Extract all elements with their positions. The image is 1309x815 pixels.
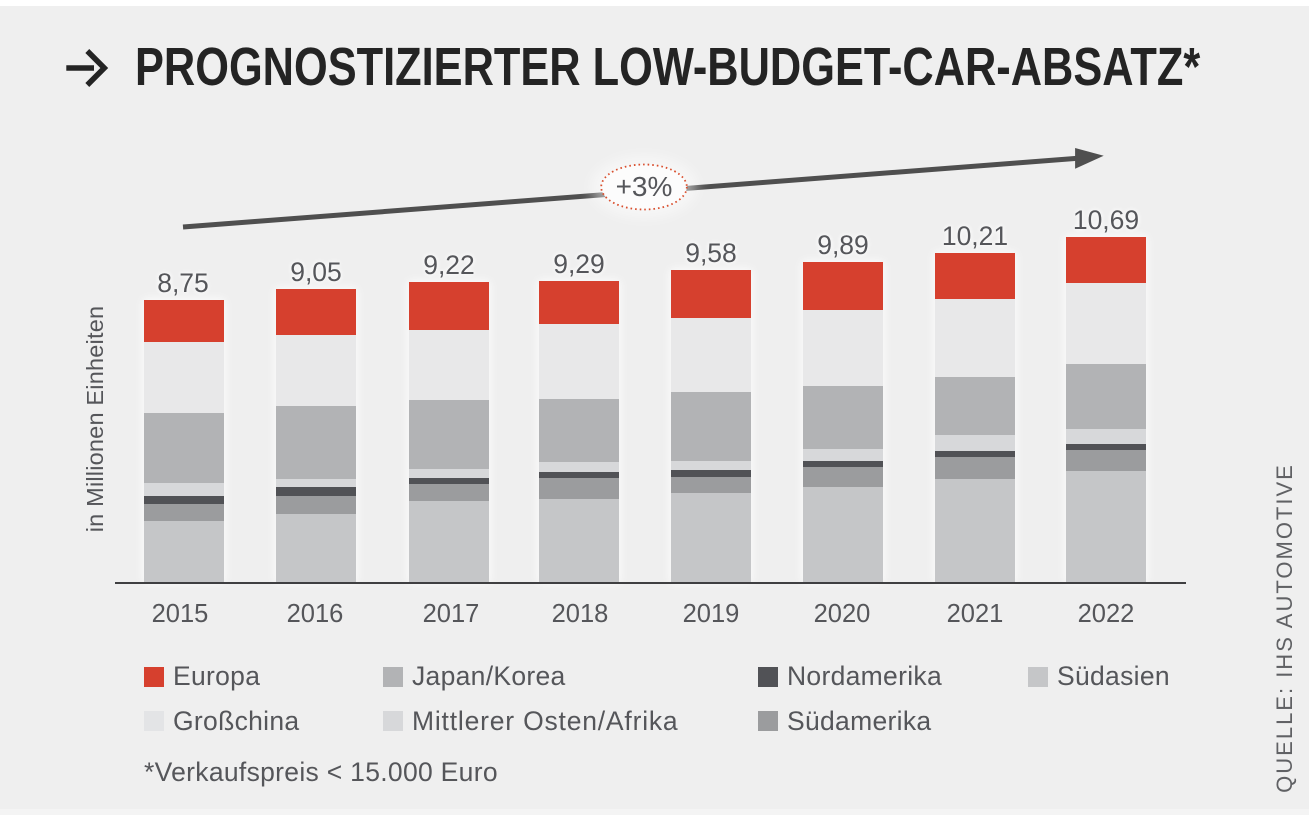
svg-text:+3%: +3% <box>616 171 673 202</box>
